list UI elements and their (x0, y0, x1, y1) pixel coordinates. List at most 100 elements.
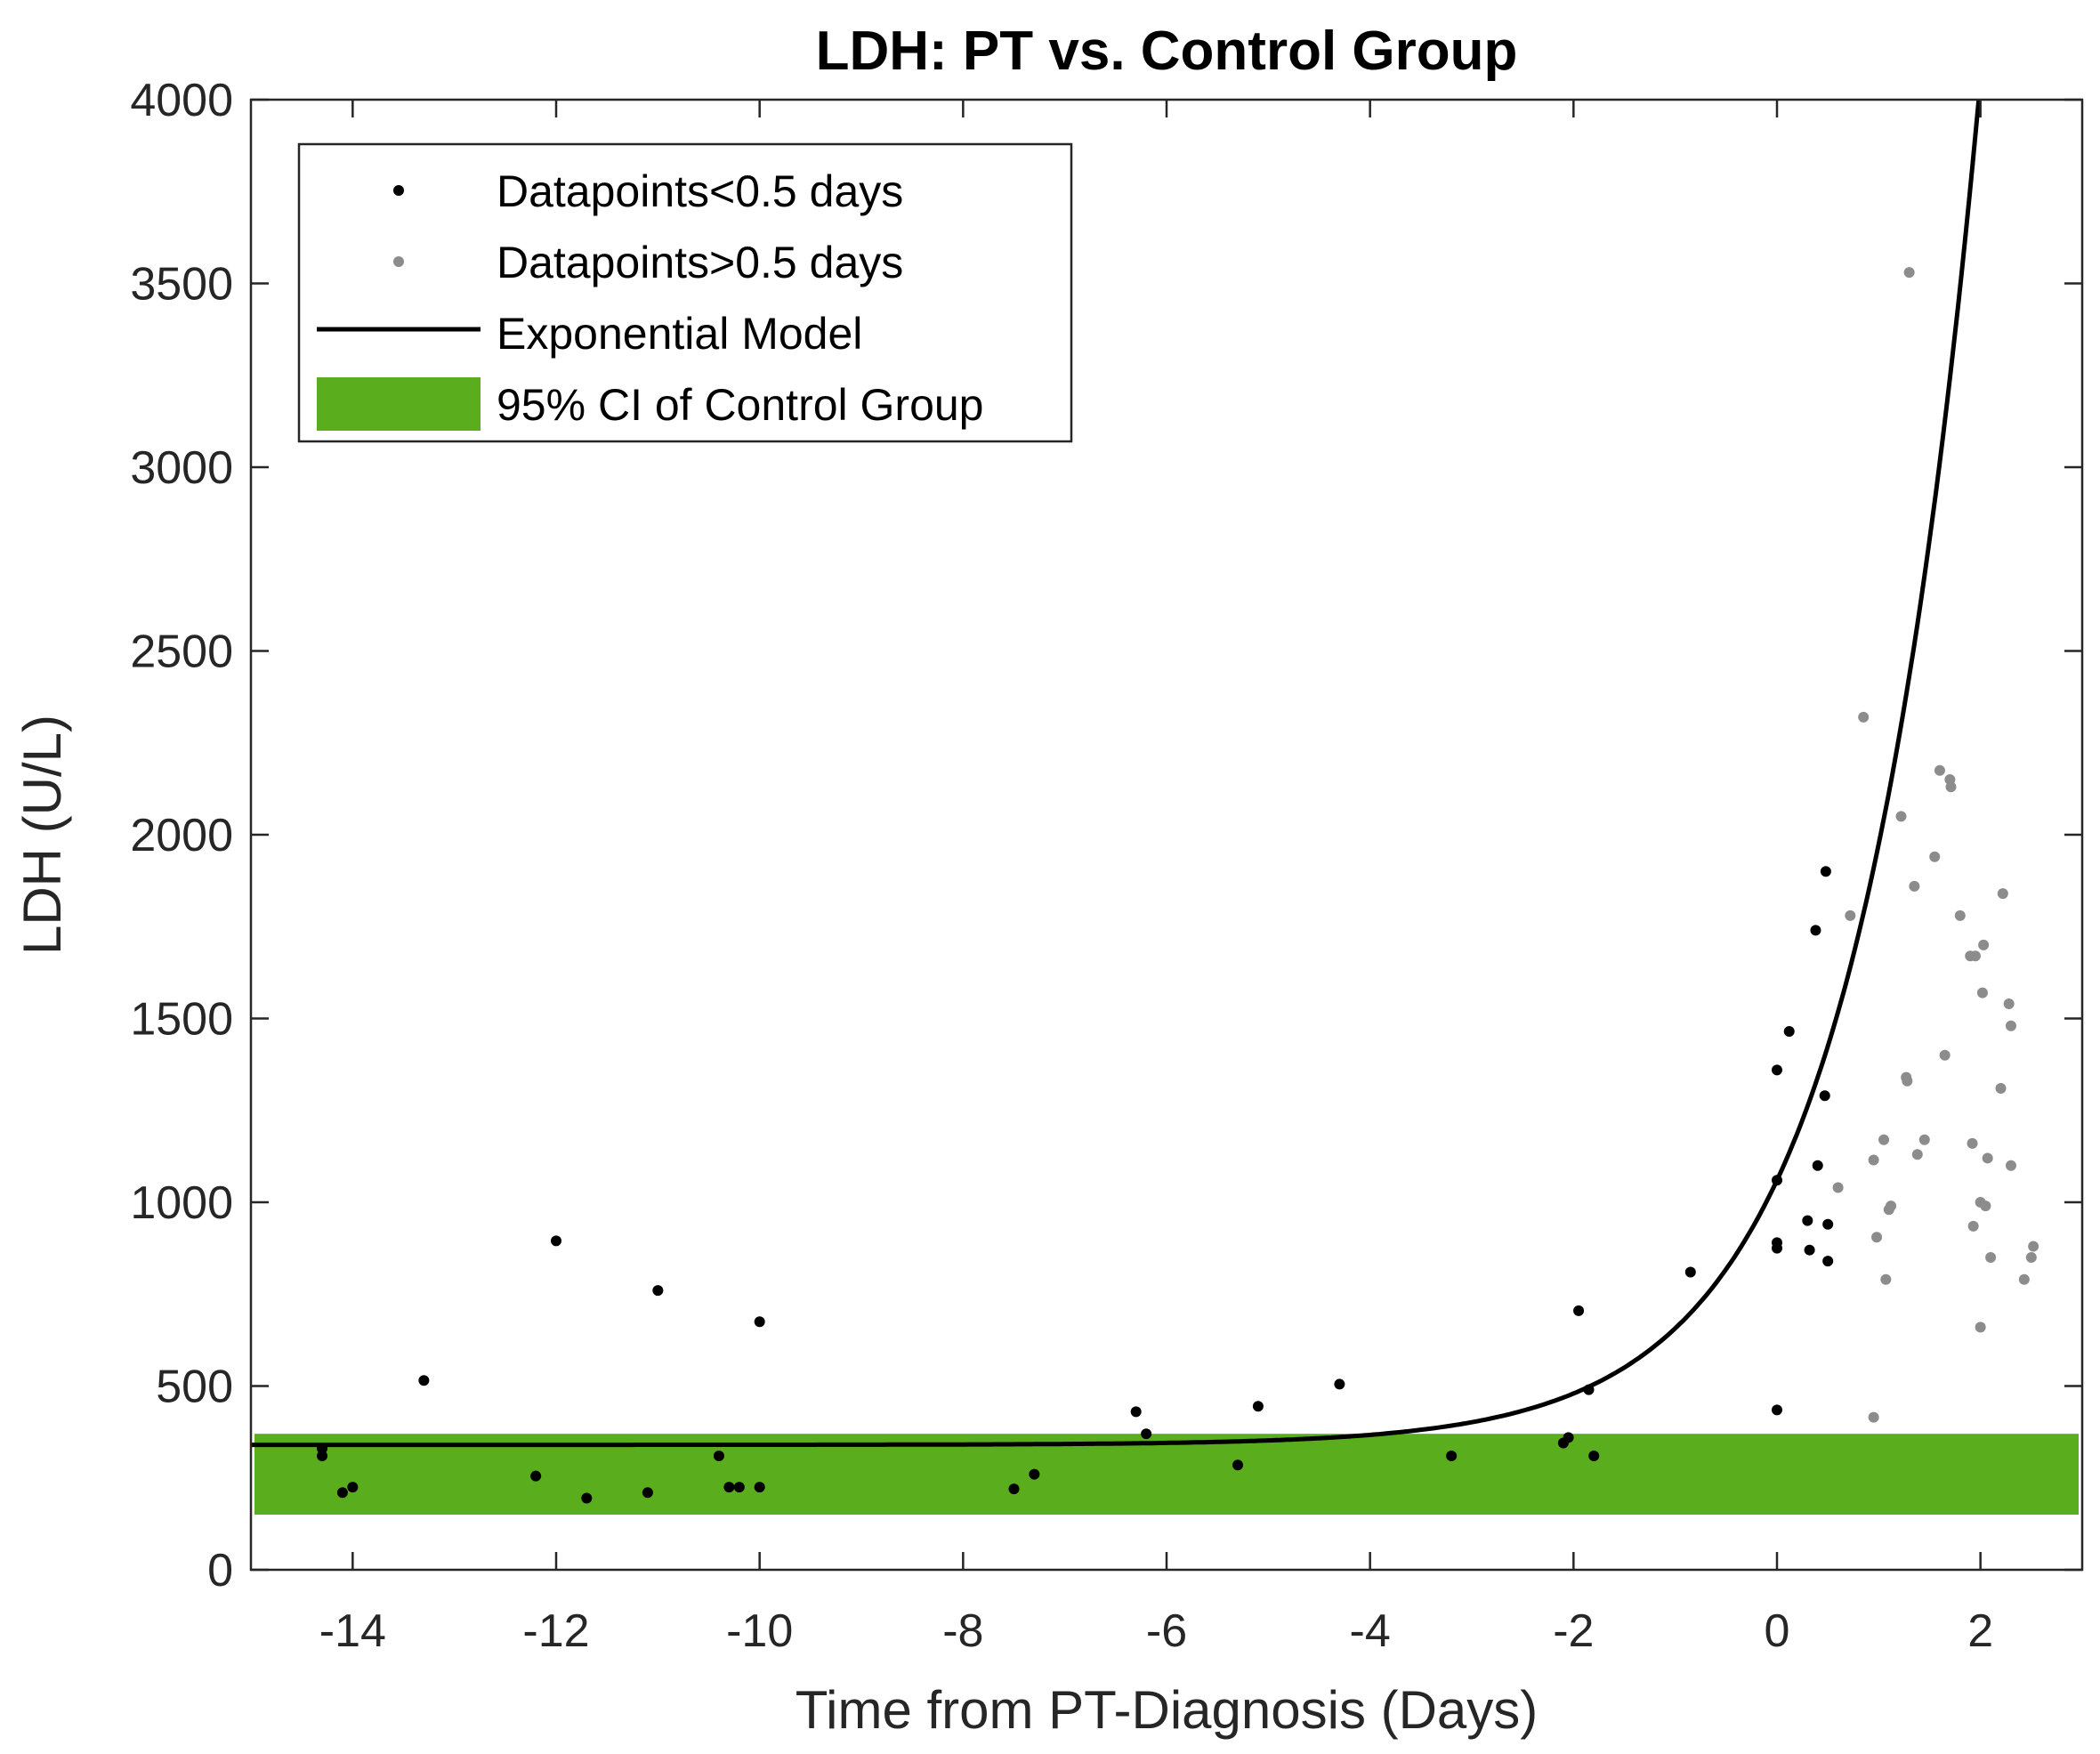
data-point-gt (1902, 1075, 1913, 1087)
y-tick-label: 0 (207, 1545, 233, 1596)
legend-label-model: Exponential Model (497, 309, 862, 359)
data-point-gt (1878, 1134, 1890, 1145)
data-point-gt (1868, 1411, 1879, 1423)
data-point-lt (1772, 1404, 1782, 1416)
data-point-lt (1822, 1218, 1834, 1230)
y-axis-label: LDH (U/L) (12, 715, 72, 955)
x-tick-label: -6 (1146, 1605, 1187, 1657)
y-tick-label: 1000 (130, 1177, 233, 1229)
data-point-lt (1446, 1450, 1458, 1461)
y-tick-label: 500 (156, 1362, 233, 1413)
data-point-gt (1967, 1137, 1978, 1149)
data-point-gt (1858, 711, 1870, 723)
data-point-lt (1029, 1468, 1040, 1480)
data-point-lt (1583, 1384, 1595, 1395)
data-point-gt (1975, 1322, 1986, 1333)
y-axis-ticks: 0 500 1000 1500 2000 2500 3000 3500 4000 (130, 75, 2082, 1596)
legend-label-ci: 95% CI of Control Group (497, 380, 984, 430)
data-point-gt (1976, 987, 1988, 998)
x-tick-label: -12 (522, 1605, 589, 1657)
data-point-gt (1982, 1152, 1993, 1164)
x-tick-label: 2 (1967, 1605, 1993, 1657)
data-point-gt (1886, 1200, 1897, 1212)
y-tick-label: 1500 (130, 994, 233, 1046)
data-point-lt (1810, 925, 1821, 936)
data-point-lt (317, 1443, 328, 1454)
data-point-lt (1563, 1432, 1574, 1443)
data-point-lt (551, 1235, 561, 1247)
y-tick-label: 3000 (130, 442, 233, 494)
x-tick-label: -4 (1350, 1605, 1391, 1657)
data-point-lt (642, 1487, 653, 1499)
data-point-lt (530, 1470, 542, 1482)
data-point-lt (1820, 866, 1831, 877)
data-point-gt (1918, 1134, 1930, 1145)
x-tick-label: -8 (942, 1605, 983, 1657)
data-point-lt (1334, 1378, 1345, 1390)
y-tick-label: 2000 (130, 810, 233, 861)
y-tick-label: 3500 (130, 259, 233, 311)
x-axis-ticks: -14 -12 -10 -8 -6 -4 -2 0 2 (319, 100, 1993, 1657)
data-point-gt (2018, 1273, 2030, 1285)
y-tick-label: 2500 (130, 626, 233, 678)
data-point-lt (336, 1487, 348, 1499)
data-point-lt (1772, 1175, 1782, 1186)
legend-marker-lt (393, 185, 404, 196)
data-point-lt (1819, 1090, 1830, 1102)
data-point-gt (1997, 888, 2008, 900)
x-tick-label: -10 (726, 1605, 793, 1657)
data-point-gt (1911, 1149, 1923, 1160)
data-point-lt (1588, 1450, 1600, 1461)
data-point-lt (733, 1482, 745, 1493)
data-point-gt (1978, 939, 1990, 950)
data-point-lt (1573, 1305, 1585, 1316)
data-point-lt (1232, 1459, 1244, 1471)
data-point-lt (723, 1482, 735, 1493)
x-tick-label: -14 (319, 1605, 386, 1657)
data-point-gt (1934, 764, 1945, 776)
data-point-lt (1130, 1406, 1142, 1418)
points-layer (317, 267, 2039, 1504)
data-point-lt (754, 1482, 765, 1493)
data-point-gt (1845, 909, 1856, 921)
chart-title: LDH: PT vs. Control Group (816, 20, 1518, 82)
data-point-gt (1939, 1049, 1951, 1061)
data-point-lt (1812, 1160, 1823, 1171)
data-point-gt (2003, 998, 2015, 1009)
data-point-lt (581, 1492, 593, 1504)
data-point-lt (713, 1450, 724, 1461)
ci-band (254, 1434, 2079, 1516)
data-point-gt (1995, 1082, 2007, 1094)
data-point-gt (1871, 1232, 1883, 1243)
data-point-gt (1954, 909, 1966, 921)
data-point-gt (1880, 1273, 1892, 1285)
x-tick-label: 0 (1765, 1605, 1790, 1657)
data-point-gt (1929, 851, 1941, 862)
data-point-lt (1804, 1244, 1815, 1256)
data-point-gt (1868, 1154, 1879, 1166)
data-point-lt (317, 1450, 328, 1461)
legend-patch-ci (317, 377, 481, 431)
data-point-gt (1909, 880, 1920, 892)
data-point-gt (1895, 811, 1907, 822)
data-point-gt (1832, 1182, 1844, 1193)
data-point-gt (2025, 1251, 2037, 1263)
data-point-lt (1684, 1266, 1696, 1278)
data-point-lt (1252, 1401, 1264, 1412)
data-point-lt (418, 1375, 430, 1386)
legend-marker-gt (393, 256, 404, 267)
data-point-gt (2005, 1020, 2016, 1031)
y-tick-label: 4000 (130, 75, 233, 126)
data-point-lt (1783, 1025, 1795, 1037)
data-point-lt (1772, 1237, 1782, 1249)
data-point-gt (1980, 1200, 1991, 1212)
data-point-lt (1008, 1483, 1020, 1495)
data-point-lt (754, 1316, 765, 1328)
ci-band-layer (254, 1434, 2079, 1516)
legend: Datapoints<0.5 days Datapoints>0.5 days Ex… (297, 142, 1073, 443)
data-point-lt (652, 1285, 664, 1297)
data-point-gt (2005, 1160, 2016, 1171)
data-point-lt (1802, 1215, 1813, 1226)
